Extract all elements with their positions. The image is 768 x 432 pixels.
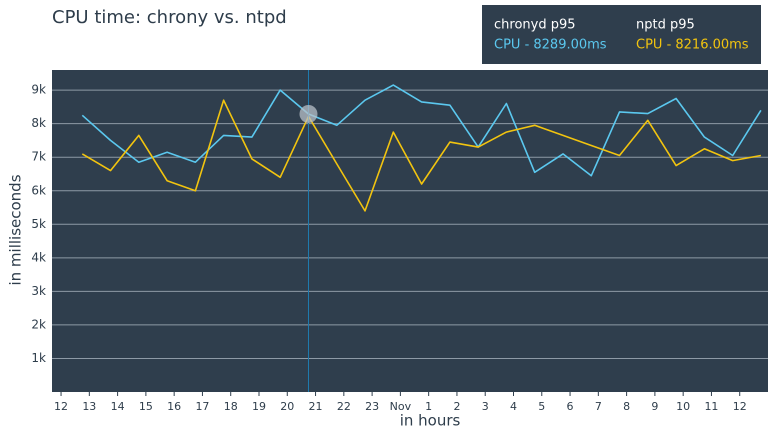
x-tick-label: 14: [111, 400, 125, 413]
x-tick-label: 22: [337, 400, 351, 413]
x-tick-label: 11: [704, 400, 718, 413]
x-tick-label: 19: [252, 400, 266, 413]
x-tick-label: 10: [676, 400, 690, 413]
y-tick-label: 8k: [31, 116, 46, 130]
x-tick-label: 8: [623, 400, 630, 413]
x-tick-label: 18: [224, 400, 238, 413]
x-tick-label: 16: [167, 400, 181, 413]
x-tick-label: 21: [309, 400, 323, 413]
x-tick-label: 3: [482, 400, 489, 413]
tooltip-series-name: nptd p95: [636, 18, 695, 33]
tooltip-value: CPU - 8289.00ms: [494, 38, 607, 53]
x-tick-label: 12: [733, 400, 747, 413]
x-tick-label: 4: [510, 400, 517, 413]
tooltip-background: [482, 5, 761, 64]
y-tick-label: 1k: [31, 351, 46, 365]
tooltip: chronyd p95 CPU - 8289.00ms nptd p95 CPU - …: [482, 5, 761, 64]
x-tick-label: 7: [595, 400, 602, 413]
x-tick-label: 23: [365, 400, 379, 413]
x-tick-label: Nov: [390, 400, 412, 413]
plot-background: [52, 70, 768, 392]
x-tick-label: 17: [195, 400, 209, 413]
y-tick-label: 9k: [31, 83, 46, 97]
x-tick-label: 20: [280, 400, 294, 413]
x-tick-label: 2: [453, 400, 460, 413]
x-axis-label: in hours: [400, 412, 461, 430]
x-tick-label: 13: [82, 400, 96, 413]
x-tick-label: 5: [538, 400, 545, 413]
y-tick-label: 6k: [31, 183, 46, 197]
x-tick-label: 6: [567, 400, 574, 413]
x-tick-label: 12: [54, 400, 68, 413]
series-line: [81, 84, 762, 177]
chart-title: CPU time: chrony vs. ntpd: [52, 7, 287, 28]
tooltip-series-name: chronyd p95: [494, 18, 576, 33]
y-tick-label: 4k: [31, 250, 46, 264]
y-axis-label: in milliseconds: [7, 174, 25, 285]
series-line: [81, 99, 762, 212]
y-tick-label: 5k: [31, 217, 46, 231]
x-tick-label: 1: [425, 400, 432, 413]
x-tick-label: 15: [139, 400, 153, 413]
x-tick-label: 9: [651, 400, 658, 413]
y-tick-label: 3k: [31, 284, 46, 298]
y-tick-label: 7k: [31, 150, 46, 164]
tooltip-value: CPU - 8216.00ms: [636, 38, 749, 53]
hover-point: [299, 104, 318, 123]
y-tick-label: 2k: [31, 317, 46, 331]
